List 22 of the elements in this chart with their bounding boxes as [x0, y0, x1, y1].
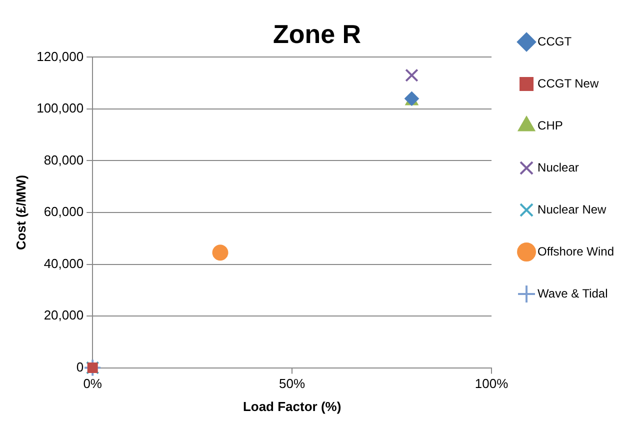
legend-label: CCGT — [538, 34, 572, 48]
y-tick-label: 80,000 — [44, 152, 84, 168]
y-tick-label: 20,000 — [44, 308, 84, 323]
chart-title: Zone R — [272, 18, 362, 49]
y-tick-label: 40,000 — [44, 256, 84, 271]
legend-label: CHP — [538, 118, 563, 132]
y-tick-label: 60,000 — [44, 204, 84, 220]
legend-label: CCGT New — [538, 76, 599, 90]
y-tick-label: 0 — [76, 359, 84, 374]
legend-label: Wave & Tidal — [538, 286, 608, 300]
y-tick-label: 100,000 — [36, 100, 84, 116]
point — [405, 68, 418, 82]
x-tick-label: 0% — [83, 376, 102, 392]
y-tick-label: 120,000 — [36, 48, 84, 64]
y-axis-title: Cost (£/MW) — [13, 174, 28, 250]
legend-label: Nuclear — [538, 160, 579, 174]
point — [212, 244, 228, 261]
legend-label: Offshore Wind — [538, 244, 614, 258]
x-tick-label: 100% — [474, 376, 509, 392]
x-tick-label: 50% — [279, 376, 306, 392]
x-axis-title: Load Factor (%) — [242, 398, 342, 414]
legend-label: Nuclear New — [538, 202, 607, 216]
